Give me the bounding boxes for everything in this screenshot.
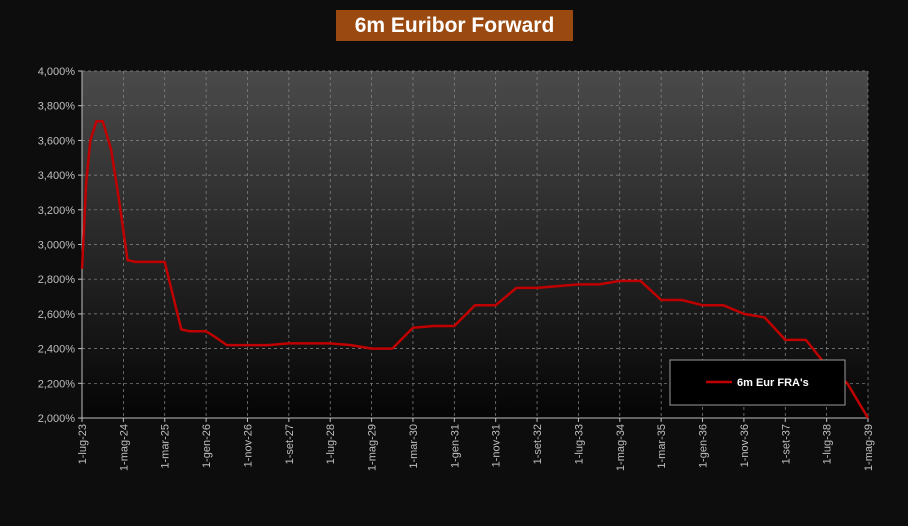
x-tick-label: 1-mar-25 — [160, 424, 172, 469]
legend: 6m Eur FRA's — [669, 359, 846, 406]
x-tick-label: 1-nov-36 — [739, 424, 751, 467]
x-tick-label: 1-lug-33 — [573, 424, 585, 464]
x-axis-ticks: 1-lug-23 1-mag-24 1-mar-25 1-gen-26 1-nov-26… — [77, 417, 875, 471]
y-tick-label: 2,800% — [38, 274, 76, 286]
y-axis-ticks: 4,000% 3,800% 3,600% 3,400% 3,200% 3,000% 2,80… — [38, 66, 83, 425]
y-tick-label: 3,200% — [38, 205, 76, 217]
x-tick-label: 1-mar-30 — [408, 424, 420, 469]
x-tick-label: 1-mar-35 — [656, 424, 668, 469]
y-tick-label: 3,800% — [38, 101, 76, 113]
gridlines — [81, 70, 869, 419]
x-tick-label: 1-lug-23 — [77, 424, 89, 464]
y-tick-label: 4,000% — [38, 66, 76, 78]
y-tick-label: 2,400% — [38, 344, 76, 356]
y-tick-label: 2,000% — [38, 413, 76, 425]
y-tick-label: 2,600% — [38, 309, 76, 321]
x-tick-label: 1-mag-29 — [367, 424, 379, 471]
x-tick-label: 1-set-27 — [284, 424, 296, 464]
x-tick-label: 1-lug-28 — [325, 424, 337, 464]
x-tick-label: 1-mag-39 — [863, 424, 875, 471]
x-tick-label: 1-gen-31 — [449, 424, 461, 468]
legend-label: 6m Eur FRA's — [737, 377, 809, 389]
y-tick-label: 3,400% — [38, 170, 76, 182]
chart-title: 6m Euribor Forward — [336, 10, 573, 41]
x-tick-label: 1-set-32 — [532, 424, 544, 464]
x-tick-label: 1-gen-36 — [698, 424, 710, 468]
y-tick-label: 2,200% — [38, 378, 76, 390]
x-tick-label: 1-mag-34 — [615, 424, 627, 471]
x-tick-label: 1-set-37 — [780, 424, 792, 464]
y-tick-label: 3,600% — [38, 135, 76, 147]
x-tick-label: 1-mag-24 — [118, 424, 130, 471]
series-line-6m-eur-fra — [80, 120, 870, 419]
x-tick-label: 1-nov-26 — [242, 424, 254, 467]
x-tick-label: 1-lug-38 — [822, 424, 834, 464]
x-tick-label: 1-gen-26 — [201, 424, 213, 468]
y-tick-label: 3,000% — [38, 240, 76, 252]
x-tick-label: 1-nov-31 — [491, 424, 503, 467]
